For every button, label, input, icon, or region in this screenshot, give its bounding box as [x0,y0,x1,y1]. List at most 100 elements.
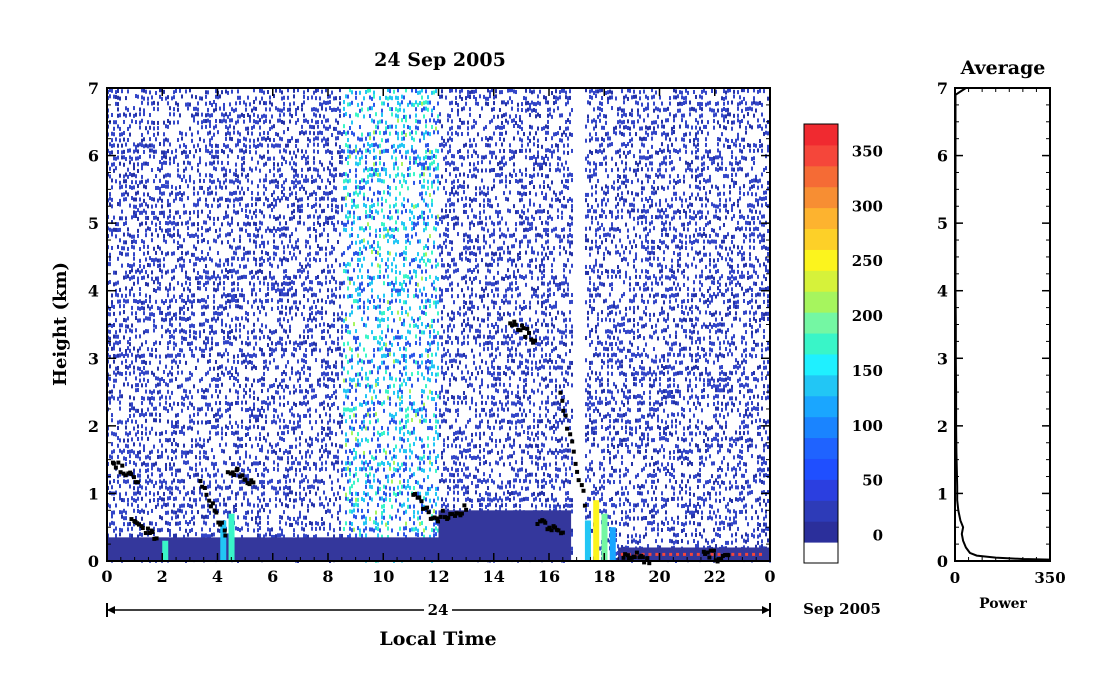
heatmap-cell [159,196,161,201]
heatmap-cell [175,210,177,215]
heatmap-cell [329,334,331,339]
heatmap-cell [293,101,295,106]
heatmap-cell [169,437,171,442]
heatmap-cell [215,498,217,503]
heatmap-cell [385,347,387,352]
heatmap-cell [345,112,347,117]
heatmap-cell [183,160,185,165]
heatmap-cell [127,522,129,527]
heatmap-cell [223,292,225,297]
heatmap-cell [307,329,309,334]
heatmap-cell [389,347,391,352]
heatmap-cell [245,515,247,520]
heatmap-cell [193,180,195,185]
heatmap-cell [209,150,211,155]
heatmap-cell [261,210,263,215]
heatmap-cell [175,196,177,201]
heatmap-cell [235,323,237,328]
heatmap-cell [347,173,349,178]
heatmap-cell [191,113,193,118]
heatmap-cell [385,389,387,394]
heatmap-cell [129,460,131,465]
heatmap-cell [301,102,303,107]
heatmap-cell [353,202,355,207]
heatmap-cell [197,412,199,417]
heatmap-cell [387,228,389,233]
heatmap-cell [187,196,189,201]
heatmap-cell [149,299,151,304]
heatmap-cell [167,215,169,220]
heatmap-cell [377,120,379,125]
heatmap-cell [129,449,131,454]
heatmap-cell [293,401,295,406]
heatmap-cell [341,444,343,449]
heatmap-cell [231,424,233,429]
heatmap-cell [295,244,297,249]
heatmap-cell [209,527,211,532]
heatmap-cell [177,370,179,375]
heatmap-cell [365,426,367,431]
heatmap-cell [183,353,185,358]
heatmap-cell [331,203,333,208]
heatmap-cell [291,232,293,237]
heatmap-cell [159,485,161,490]
heatmap-cell [131,240,133,245]
heatmap-cell [147,274,149,279]
heatmap-cell [351,150,353,155]
heatmap-cell [167,269,169,274]
heatmap-cell [237,256,239,261]
heatmap-cell [375,383,377,388]
heatmap-cell [365,472,367,477]
heatmap-cell [359,298,361,303]
heatmap-cell [109,396,111,401]
heatmap-cell [211,144,213,149]
heatmap-cell [383,293,385,298]
heatmap-cell [357,508,359,513]
heatmap-cell [185,389,187,394]
heatmap-cell [307,534,309,539]
heatmap-cell [365,89,367,94]
heatmap-cell [331,340,333,345]
heatmap-cell [363,491,365,496]
heatmap-cell [119,323,121,328]
heatmap-cell [321,335,323,340]
heatmap-cell [243,160,245,165]
heatmap-cell [235,298,237,303]
heatmap-cell [389,401,391,406]
heatmap-cell [175,88,177,93]
heatmap-cell [393,143,395,148]
heatmap-cell [299,418,301,423]
heatmap-cell [273,94,275,99]
heatmap-cell [279,108,281,113]
heatmap-cell [263,154,265,159]
heatmap-cell [285,178,287,183]
heatmap-cell [137,208,139,213]
heatmap-cell [169,322,171,327]
heatmap-cell [169,402,171,407]
heatmap-cell [245,228,247,233]
heatmap-cell [301,269,303,274]
heatmap-cell [229,131,231,136]
heatmap-cell [291,455,293,460]
heatmap-cell [219,376,221,381]
heatmap-cell [381,222,383,227]
heatmap-cell [335,365,337,370]
heatmap-cell [137,366,139,371]
heatmap-cell [269,119,271,124]
heatmap-cell [357,184,359,189]
heatmap-cell [247,257,249,262]
heatmap-cell [309,257,311,262]
heatmap-cell [269,532,271,537]
heatmap-cell [249,118,251,123]
heatmap-cell [379,119,381,124]
heatmap-cell [183,443,185,448]
heatmap-cell [203,454,205,459]
heatmap-cell [283,226,285,231]
heatmap-cell [251,485,253,490]
heatmap-cell [187,298,189,303]
heatmap-cell [251,190,253,195]
heatmap-cell [159,382,161,387]
heatmap-cell [159,479,161,484]
heatmap-cell [353,149,355,154]
heatmap-cell [187,102,189,107]
